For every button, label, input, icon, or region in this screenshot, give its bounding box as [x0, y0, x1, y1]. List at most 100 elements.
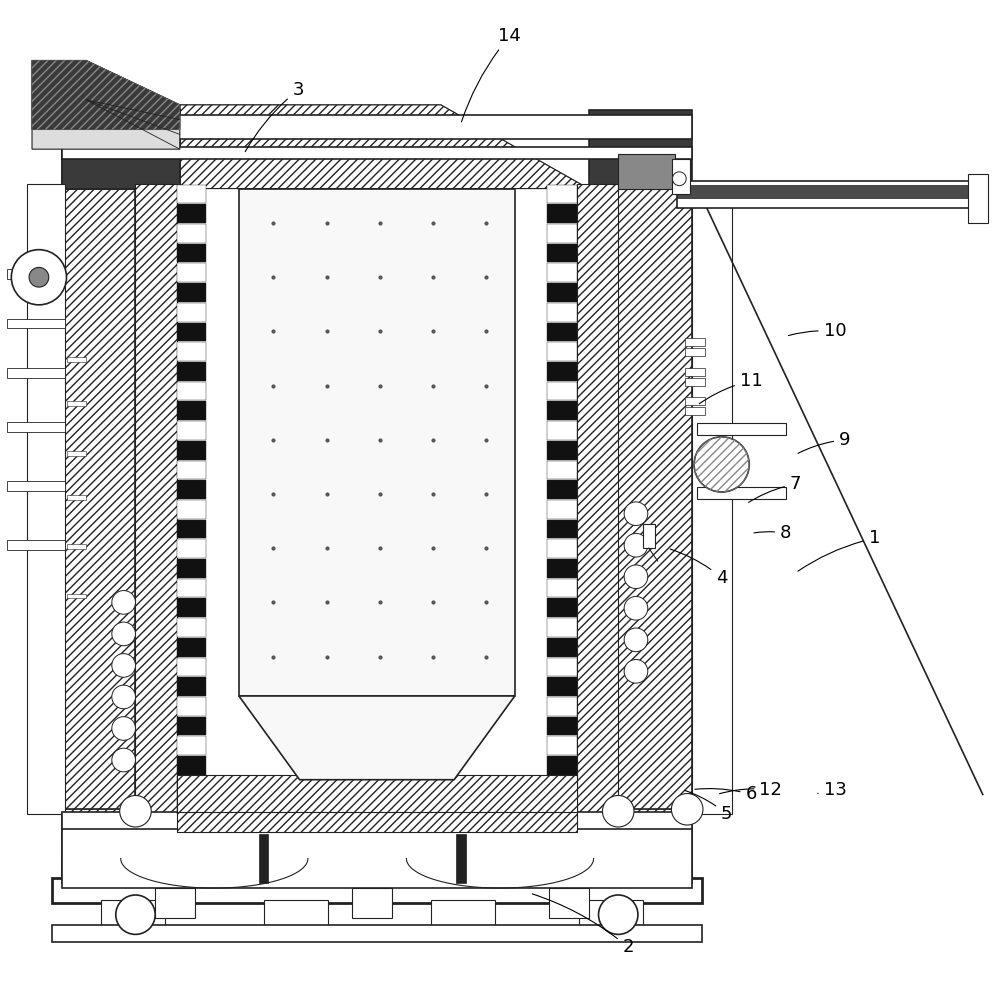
- Bar: [62, 147, 692, 159]
- Bar: [547, 795, 577, 814]
- Circle shape: [112, 654, 135, 677]
- Bar: [177, 303, 206, 321]
- Bar: [155, 888, 195, 918]
- Bar: [177, 638, 206, 657]
- Bar: [177, 362, 206, 380]
- Circle shape: [120, 795, 151, 827]
- Circle shape: [112, 748, 135, 772]
- Bar: [685, 368, 705, 375]
- Bar: [547, 303, 577, 321]
- Bar: [692, 184, 732, 814]
- Bar: [67, 594, 86, 599]
- Bar: [685, 348, 705, 356]
- Bar: [177, 812, 577, 832]
- Bar: [62, 110, 180, 189]
- Bar: [7, 481, 65, 491]
- Bar: [177, 244, 206, 263]
- Bar: [52, 925, 702, 943]
- Bar: [177, 441, 206, 459]
- Bar: [547, 342, 577, 361]
- Bar: [547, 559, 577, 578]
- Bar: [547, 520, 577, 538]
- Circle shape: [112, 716, 135, 740]
- Bar: [7, 422, 65, 432]
- Bar: [177, 480, 206, 499]
- Bar: [577, 184, 618, 814]
- Polygon shape: [32, 60, 180, 129]
- Bar: [577, 184, 618, 814]
- Circle shape: [116, 895, 155, 935]
- Bar: [618, 184, 692, 814]
- Bar: [135, 184, 177, 814]
- Bar: [547, 579, 577, 598]
- Circle shape: [624, 628, 648, 652]
- Bar: [7, 368, 65, 377]
- Bar: [579, 900, 643, 928]
- Bar: [456, 834, 466, 883]
- Bar: [62, 829, 692, 888]
- Text: 13: 13: [818, 781, 846, 798]
- Bar: [177, 500, 206, 519]
- Bar: [7, 270, 65, 280]
- Bar: [547, 599, 577, 618]
- Bar: [685, 377, 705, 385]
- Circle shape: [694, 437, 749, 492]
- Text: 10: 10: [788, 322, 846, 341]
- Bar: [618, 184, 692, 814]
- Bar: [697, 487, 786, 499]
- Bar: [177, 539, 206, 558]
- Bar: [67, 357, 86, 362]
- Text: 9: 9: [798, 431, 851, 453]
- Bar: [177, 205, 206, 223]
- Bar: [547, 185, 577, 204]
- Bar: [62, 809, 692, 883]
- Bar: [547, 381, 577, 400]
- Bar: [968, 174, 988, 223]
- Bar: [547, 480, 577, 499]
- Circle shape: [624, 534, 648, 557]
- Bar: [643, 524, 655, 548]
- Bar: [547, 697, 577, 715]
- Bar: [677, 185, 983, 199]
- Bar: [547, 401, 577, 420]
- Bar: [177, 677, 206, 696]
- Circle shape: [29, 268, 49, 288]
- Text: 8: 8: [754, 525, 791, 542]
- Bar: [677, 181, 983, 208]
- Bar: [177, 185, 206, 204]
- Text: 7: 7: [749, 475, 801, 502]
- Bar: [177, 520, 206, 538]
- Bar: [177, 284, 206, 302]
- Text: 2: 2: [532, 894, 634, 956]
- Circle shape: [112, 591, 135, 615]
- Circle shape: [599, 895, 638, 935]
- Text: 4: 4: [670, 549, 727, 587]
- Bar: [547, 244, 577, 263]
- Bar: [697, 423, 786, 435]
- Bar: [177, 559, 206, 578]
- Bar: [547, 677, 577, 696]
- Bar: [547, 736, 577, 755]
- Bar: [177, 756, 206, 775]
- Bar: [177, 697, 206, 715]
- Circle shape: [624, 660, 648, 683]
- Bar: [685, 338, 705, 346]
- Bar: [547, 224, 577, 243]
- Bar: [62, 184, 135, 814]
- Bar: [547, 539, 577, 558]
- Text: 12: 12: [719, 781, 782, 798]
- Bar: [177, 322, 206, 341]
- Bar: [177, 579, 206, 598]
- Bar: [547, 638, 577, 657]
- Text: 14: 14: [461, 27, 521, 122]
- Polygon shape: [180, 105, 589, 189]
- Text: 3: 3: [245, 81, 304, 152]
- Bar: [549, 888, 589, 918]
- Bar: [672, 159, 690, 194]
- Bar: [547, 658, 577, 676]
- Bar: [7, 540, 65, 550]
- Bar: [547, 362, 577, 380]
- Circle shape: [624, 565, 648, 589]
- Bar: [547, 264, 577, 283]
- Bar: [177, 716, 206, 735]
